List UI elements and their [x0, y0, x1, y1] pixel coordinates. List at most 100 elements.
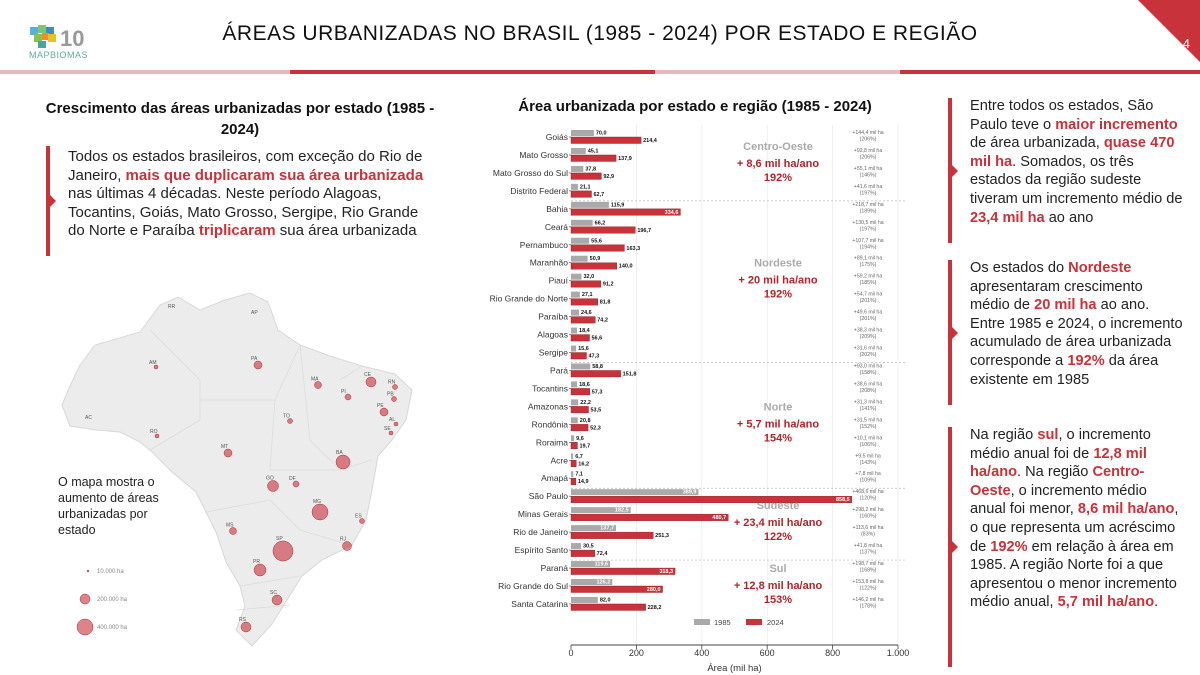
value-label-1985: 15,6 — [578, 346, 589, 352]
map-state-label: MG — [313, 499, 321, 505]
value-label-1985: 32,0 — [583, 274, 594, 280]
category-label: Mato Grosso — [519, 150, 568, 160]
bar-chart: 0 200 400 600 800 1.000 Área (mil ha) Centro-Oe… — [490, 125, 910, 674]
body-text: de área urbanizada, — [970, 135, 1104, 152]
map-bubble-pi — [344, 393, 352, 401]
value-label-1985: 126,2 — [597, 580, 611, 586]
category-label: Mato Grosso do Sul — [493, 168, 568, 178]
value-label-2024: 81,8 — [600, 300, 611, 306]
bar-2024 — [570, 585, 663, 593]
region-name: Nordeste — [754, 258, 802, 270]
increment-label: +153,8 mil ha — [852, 579, 883, 585]
increment-pct: (168%) — [860, 568, 877, 574]
highlight-text: 192% — [990, 538, 1028, 555]
increment-label: +107,7 mil ha — [852, 238, 883, 244]
increment-pct: (152%) — [860, 424, 877, 430]
left-section-title: Crescimento das áreas urbanizadas por es… — [45, 100, 435, 138]
increment-pct: (197%) — [860, 226, 877, 232]
value-label-1985: 20,8 — [580, 418, 591, 424]
region-rate: + 23,4 mil ha/ano — [734, 517, 823, 529]
category-label: Sergipe — [539, 348, 569, 358]
category-label: Ceará — [545, 222, 568, 232]
map-bubble-ba — [335, 454, 351, 470]
map-state-label: BA — [336, 450, 343, 456]
map-bubble-df — [292, 480, 300, 488]
value-label-2024: 280,0 — [647, 587, 661, 593]
x-tick-label: 1.000 — [887, 648, 910, 658]
category-label: Acre — [551, 455, 569, 465]
category-label: Minas Gerais — [518, 509, 568, 519]
bar-1985 — [571, 596, 598, 603]
callout-bar — [948, 98, 958, 243]
increment-pct: (137%) — [860, 550, 877, 556]
region-rate: + 5,7 mil ha/ano — [737, 418, 820, 430]
region-name: Sudeste — [757, 500, 800, 512]
increment-pct: (209%) — [860, 334, 877, 340]
value-label-2024: 228,2 — [648, 605, 662, 611]
category-label: Amazonas — [528, 401, 568, 411]
category-label: Maranhão — [530, 258, 569, 268]
increment-label: +54,7 mil ha — [854, 292, 883, 298]
bar-1985 — [571, 237, 590, 244]
map-state-label: AC — [85, 415, 92, 421]
region-pct: 192% — [764, 172, 792, 184]
category-label: Paraíba — [538, 312, 568, 322]
value-label-2024: 163,3 — [626, 246, 640, 252]
map-bubble-go — [267, 480, 279, 492]
category-label: Distrito Federal — [510, 186, 568, 196]
category-label: Rio Grande do Norte — [490, 294, 569, 304]
category-label: Alagoas — [537, 330, 568, 340]
increment-pct: (122%) — [860, 586, 877, 592]
map-state-label: PE — [377, 403, 384, 409]
highlight-text: mais que duplicaram sua área urbanizada — [125, 166, 424, 184]
increment-pct: (143%) — [860, 460, 877, 466]
increment-label: +49,6 mil ha — [854, 310, 883, 316]
map-state-label: RR — [168, 304, 176, 310]
bar-1985 — [571, 309, 580, 316]
value-label-2024: 91,2 — [603, 282, 614, 288]
body-text: , o que representa um acréscimo de — [970, 501, 1179, 555]
bar-1985 — [571, 471, 574, 478]
x-tick-label: 600 — [760, 648, 775, 658]
value-label-2024: 62,7 — [594, 192, 605, 198]
bar-1985 — [571, 363, 591, 370]
category-label: Espírito Santo — [515, 545, 569, 555]
header-divider — [900, 70, 1200, 74]
bar-2024 — [570, 513, 729, 521]
value-label-2024: 214,4 — [643, 138, 658, 144]
region-name: Centro-Oeste — [743, 141, 813, 153]
body-text: , o incremento médio anual foi menor, — [970, 482, 1147, 518]
value-label-1985: 115,9 — [611, 202, 624, 208]
bar-2024 — [570, 154, 617, 162]
increment-label: +93,0 mil ha — [854, 363, 883, 369]
map-bubble-mg — [311, 503, 329, 521]
map-bubble-pr — [253, 563, 267, 577]
bar-1985 — [571, 255, 588, 262]
bar-2024 — [570, 388, 590, 396]
map-state-label: RS — [239, 617, 247, 623]
value-label-1985: 7,1 — [575, 472, 583, 478]
x-tick-label: 0 — [568, 648, 573, 658]
highlight-text: Nordeste — [1068, 260, 1132, 276]
map-note: O mapa mostra o aumento de áreas urbaniz… — [58, 475, 159, 537]
increment-label: +9,5 mil ha — [855, 453, 881, 459]
value-label-2024: 140,0 — [619, 264, 633, 270]
value-label-2024: 57,3 — [592, 389, 603, 395]
value-label-2024: 47,3 — [588, 354, 599, 360]
increment-pct: (146%) — [860, 172, 877, 178]
page-corner — [1138, 0, 1200, 62]
value-label-2024: 72,4 — [597, 551, 609, 557]
increment-label: +7,8 mil ha — [855, 471, 881, 477]
bar-2024 — [570, 531, 654, 539]
svg-text:10: 10 — [60, 26, 84, 51]
legend-swatch-2024 — [746, 619, 762, 625]
increment-label: +10,1 mil ha — [854, 435, 883, 441]
highlight-text: 20 mil ha — [1034, 297, 1097, 314]
increment-label: +59,2 mil ha — [854, 274, 883, 280]
callout-bar — [46, 146, 56, 256]
x-tick-label: 800 — [825, 648, 840, 658]
header-divider — [290, 70, 655, 74]
increment-pct: (160%) — [860, 514, 877, 520]
value-label-2024: 318,3 — [659, 569, 673, 575]
